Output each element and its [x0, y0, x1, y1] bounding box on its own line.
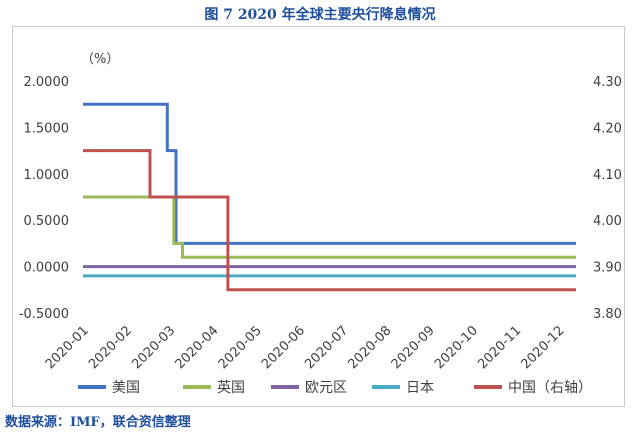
figure-title: 图 7 2020 年全球主要央行降息情况: [204, 7, 436, 23]
x-tick-label: 2020-12: [519, 323, 568, 372]
y-axis-unit-label: （%）: [81, 52, 119, 67]
legend-label: 英国: [217, 379, 245, 396]
x-tick-label: 2020-05: [216, 323, 265, 372]
left-y-tick-label: 2.0000: [24, 75, 70, 90]
legend-label: 欧元区: [305, 380, 347, 396]
x-tick-label: 2020-08: [346, 323, 395, 372]
x-tick-label: 2020-04: [173, 323, 222, 372]
right-y-tick-label: 4.30: [593, 75, 622, 90]
right-y-tick-label: 4.20: [593, 121, 622, 136]
left-y-axis: 2.0000 1.5000 1.0000 0.5000 0.0000 -0.5000: [19, 75, 69, 322]
legend: 美国 英国 欧元区 日本 中国（右轴）: [78, 379, 592, 396]
chart-frame: （%） 2.0000 1.5000 1.0000 0.5000 0.0000 -0.500…: [12, 26, 625, 407]
left-y-tick-label: 1.5000: [24, 121, 70, 136]
line-chart: （%） 2.0000 1.5000 1.0000 0.5000 0.0000 -0.500…: [19, 52, 622, 396]
legend-label: 日本: [406, 380, 434, 396]
left-y-tick-label: 0.0000: [24, 261, 70, 276]
source-note: 数据来源：IMF，联合资信整理: [5, 415, 191, 430]
x-tick-label: 2020-02: [86, 323, 135, 372]
legend-label: 美国: [112, 380, 140, 396]
left-y-tick-label: 1.0000: [24, 168, 70, 183]
legend-label: 中国（右轴）: [508, 380, 592, 396]
x-tick-label: 2020-11: [475, 323, 524, 372]
series-lines: [83, 102, 576, 292]
x-tick-label: 2020-01: [43, 323, 92, 372]
right-y-tick-label: 3.90: [593, 261, 622, 276]
left-y-tick-label: -0.5000: [19, 307, 69, 322]
x-axis: 2020-012020-022020-032020-042020-052020-…: [43, 323, 568, 372]
right-y-tick-label: 4.00: [593, 214, 622, 229]
right-y-tick-label: 4.10: [593, 168, 622, 183]
right-y-tick-label: 3.80: [593, 307, 622, 322]
x-tick-label: 2020-09: [389, 323, 438, 372]
left-y-tick-label: 0.5000: [24, 214, 70, 229]
x-tick-label: 2020-06: [259, 323, 308, 372]
series-line: [83, 195, 576, 259]
series-line: [83, 102, 576, 245]
series-line: [83, 149, 576, 292]
x-tick-label: 2020-07: [302, 323, 351, 372]
right-y-axis: 4.30 4.20 4.10 4.00 3.90 3.80: [593, 75, 622, 322]
x-tick-label: 2020-03: [129, 323, 178, 372]
x-tick-label: 2020-10: [432, 323, 481, 372]
